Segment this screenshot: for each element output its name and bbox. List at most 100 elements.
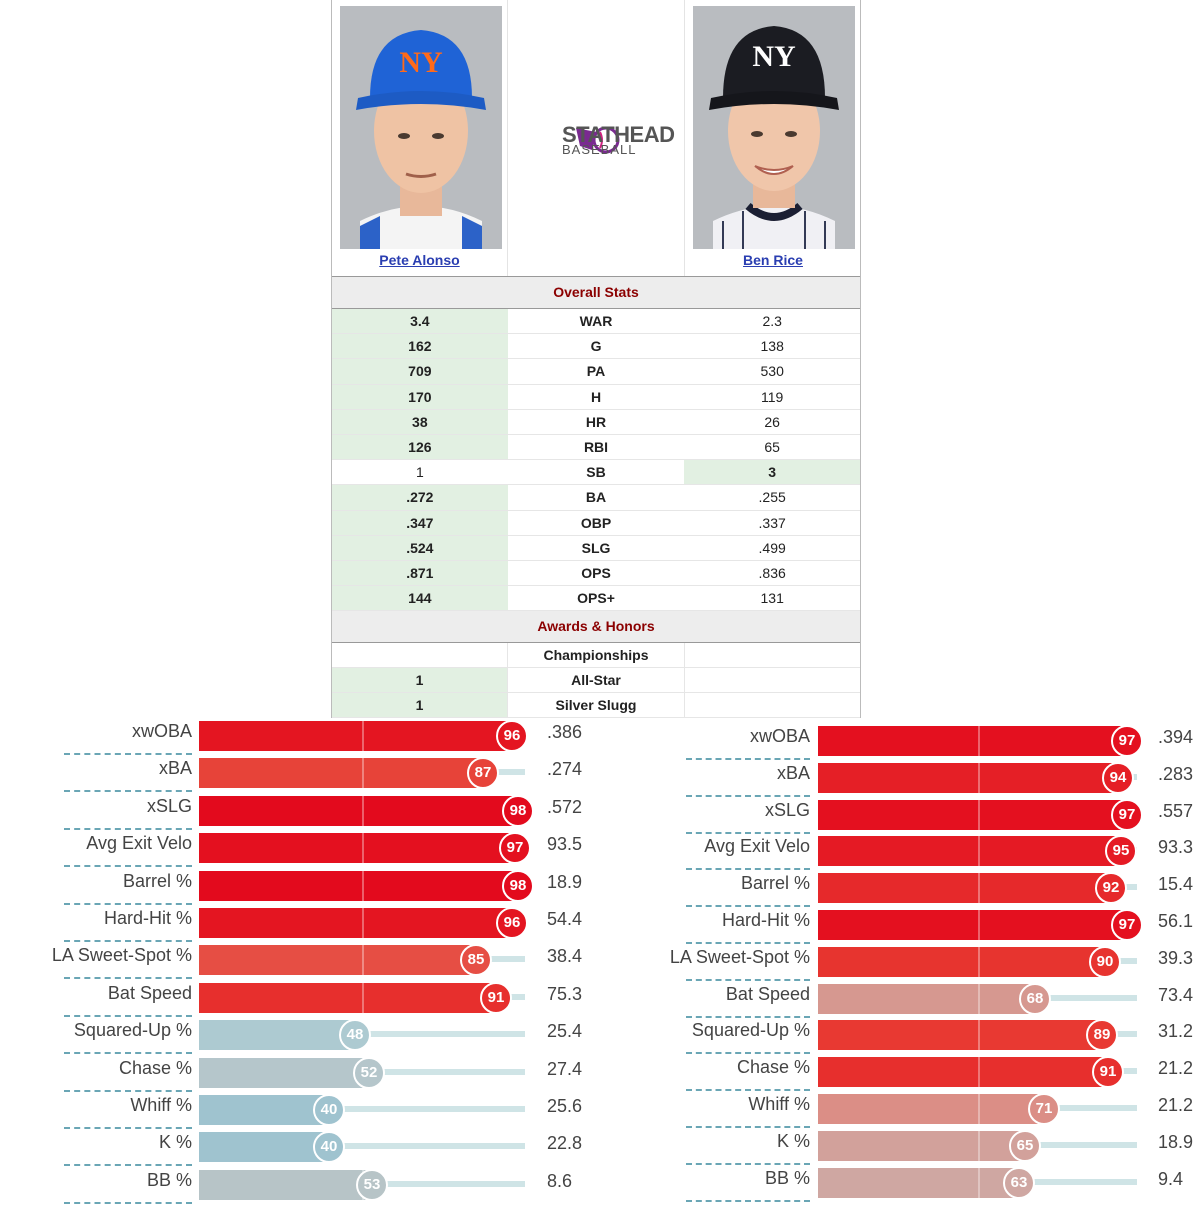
percentile-badge: 65 [1009,1129,1041,1162]
percentile-row: Hard-Hit % 97 56.1 [0,908,1200,945]
midline [362,982,364,1013]
percentile-bar [818,836,1121,867]
metric-value: 9.4 [1158,1168,1184,1189]
player2-stat-value: 2.3 [762,313,782,329]
percentile-badge: 97 [499,832,531,865]
stat-name: SLG [581,539,611,556]
metric-value: 8.6 [547,1170,573,1191]
row-divider [686,978,810,981]
player1-name-link[interactable]: Pete Alonso [379,252,460,268]
percentile-row: Whiff % 71 21.2 [0,1092,1200,1129]
midline [362,721,364,751]
logo-line1: STATHEAD [562,122,675,147]
player2-stat-value: .836 [758,564,786,581]
percentile-row: xSLG 97 .557 [0,798,1200,835]
stat-name: OPS [581,564,611,581]
metric-label: Avg Exit Velo [704,836,810,857]
player1-photo: NY [340,6,502,249]
percentile-badge: 91 [480,981,512,1014]
row-divider [686,1089,810,1092]
percentile-row: Bat Speed 68 73.4 [0,982,1200,1019]
percentile-bar [199,795,518,826]
percentile-badge: 85 [460,944,492,977]
percentile-bar [818,762,1118,793]
percentile-badge: 92 [1095,872,1127,905]
metric-label: Chase % [118,1057,192,1078]
stat-row: .272 BA .255 [332,485,860,511]
metric-value: 22.8 [547,1133,583,1154]
row-divider [686,942,810,944]
player2-stat-value: 119 [761,388,784,405]
row-divider [64,1014,192,1017]
midline [362,945,364,976]
percentile-bar [818,726,1127,756]
award-name: Championships [507,643,685,668]
percentile-row: xBA 87 .274 [0,756,600,793]
metric-value: .394 [1158,727,1194,747]
row-divider [686,905,810,908]
metric-label: Hard-Hit % [721,910,810,930]
player2-award-value [685,668,860,692]
percentile-bar [818,873,1111,904]
stat-name: RBI [583,438,609,455]
award-row: 1 All-Star [332,668,860,694]
overall-stats-header: Overall Stats [332,277,860,309]
percentile-row: Hard-Hit % 96 54.4 [0,906,600,943]
stat-row: 126 RBI 65 [332,434,860,461]
row-divider [64,940,192,942]
award-name: Silver Slugg [507,693,685,718]
percentile-badge: 95 [1105,835,1137,868]
metric-value: 38.4 [547,946,583,967]
metric-value: 39.3 [1158,947,1194,968]
player2-stat-value: 131 [760,590,784,607]
player2-stat-value: 26 [764,413,780,430]
metric-value: 15.4 [1158,874,1194,895]
stat-name: OBP [580,514,612,531]
metric-label: BB % [764,1167,810,1188]
row-divider [686,1162,810,1165]
stat-row: 38 HR 26 [332,409,860,435]
player1-stat-value: 709 [332,359,508,384]
player1-stat-value: 162 [332,334,508,359]
midline [978,983,980,1014]
stat-row: .871 OPS .836 [332,560,860,587]
player2-award-value [685,693,860,717]
row-divider [64,753,192,755]
percentile-bar [818,910,1127,940]
row-divider [64,1164,192,1167]
percentile-bar [818,946,1105,977]
player-header-row: NY Pete Alonso STATHEAD BASEBALL [332,0,860,277]
percentile-bar [199,1095,329,1125]
percentile-badge: 90 [1089,945,1121,978]
percentile-track [199,1143,525,1150]
player1-stat-value: 170 [332,384,508,409]
metric-value: 27.4 [547,1058,583,1079]
metric-label: Hard-Hit % [103,908,192,928]
player2-cell: NY Ben Rice [685,0,861,276]
svg-text:NY: NY [399,46,443,79]
svg-text:NY: NY [752,40,796,73]
midline [978,799,980,830]
percentile-badge: 48 [339,1019,371,1052]
player1-stat-value: 144 [332,586,508,611]
midline [978,726,980,756]
midline [978,873,980,904]
metric-label: xBA [158,758,192,779]
award-name: All-Star [507,668,685,693]
midline [978,1057,980,1088]
player1-award-value: 1 [332,668,507,693]
midline [978,910,980,940]
logo-cell: STATHEAD BASEBALL [508,0,685,276]
percentile-badge: 52 [353,1056,385,1089]
metric-value: .283 [1158,763,1194,784]
metric-value: 56.1 [1158,911,1194,931]
metric-label: Whiff % [748,1094,810,1114]
metric-value: 54.4 [547,909,583,929]
player1-cell: NY Pete Alonso [332,0,508,276]
stat-row: 170 H 119 [332,384,860,410]
metric-value: 31.2 [1158,1021,1194,1042]
awards-body: Championships 1 All-Star 1 Silver Slugg [332,643,860,719]
player1-stat-value: 1 [415,464,424,481]
percentile-bar [199,1057,369,1088]
player2-name-link[interactable]: Ben Rice [743,252,803,268]
